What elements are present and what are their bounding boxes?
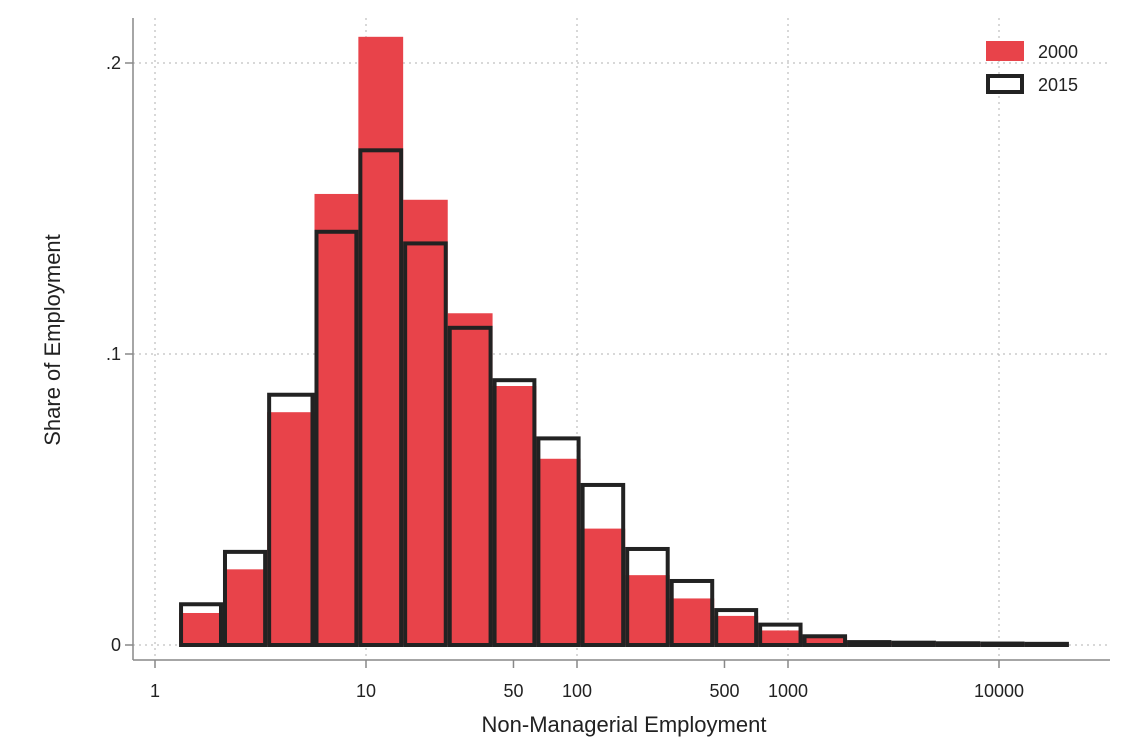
x-tick-label: 10 [356,681,376,701]
x-tick-label: 1000 [768,681,808,701]
bar-2000 [802,636,848,645]
y-tick-label: 0 [111,635,121,655]
bar-2000 [580,528,626,645]
legend-label-2015: 2015 [1038,75,1078,95]
x-axis-title: Non-Managerial Employment [482,712,767,737]
bar-2015 [580,482,626,648]
x-tick-label: 10000 [974,681,1024,701]
bar-2015 [980,641,1025,647]
bar-2015 [222,549,268,648]
bar-2015 [492,378,537,647]
bar-2015 [802,634,848,648]
bar-2000 [758,630,803,645]
bar-2015 [847,640,892,648]
legend: 2000 2015 [986,41,1078,95]
x-tick-label: 100 [562,681,592,701]
bar-2015 [1024,641,1069,647]
legend-swatch-2000 [986,41,1024,61]
y-tick-label: .1 [106,344,121,364]
bar-2015 [536,436,581,648]
bar-2000 [492,386,537,645]
bar-2000 [222,569,268,645]
bar-2000 [314,193,359,645]
axes [132,18,1110,661]
bar-2015 [669,578,715,647]
tick-labels: 1 10 50 100 500 1000 10000 0 .1 .2 [106,53,1024,701]
bar-2015 [447,325,493,647]
bar-2015 [714,608,759,648]
bar-2000 [669,598,715,645]
bar-2000 [714,615,759,645]
bar-2000 [625,575,670,645]
bar-2015 [358,148,404,648]
bar-2000 [179,612,223,645]
bar-2015 [625,546,670,647]
x-tick-label: 1 [150,681,160,701]
bar-2015 [758,622,803,648]
y-axis-title: Share of Employment [40,234,65,446]
x-tick-label: 50 [503,681,523,701]
bar-2015 [403,241,448,647]
y-tick-label: .2 [106,53,121,73]
bar-2015 [891,640,936,647]
bar-2000 [447,313,493,645]
legend-swatch-2015 [986,74,1024,94]
bar-2000 [403,199,448,645]
bar-2015 [935,641,981,648]
legend-label-2000: 2000 [1038,42,1078,62]
bar-2000 [536,458,581,645]
bar-2015 [314,229,359,647]
x-tick-label: 500 [709,681,739,701]
bar-2000 [267,412,315,645]
series-2015-bars [179,148,1069,648]
bar-2015 [267,392,315,647]
bar-2015 [179,602,223,648]
series-2000-bars [179,36,1069,646]
bar-2000 [358,36,404,646]
